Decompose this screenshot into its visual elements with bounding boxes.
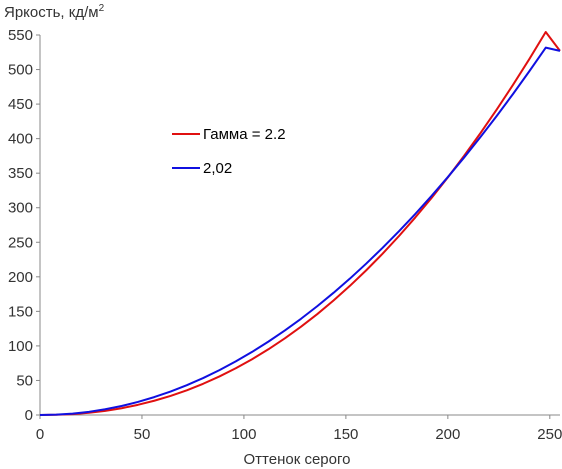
y-axis-title: Яркость, кд/м2 [4, 3, 105, 21]
y-tick-label: 550 [8, 27, 33, 44]
y-tick-label: 350 [8, 165, 33, 182]
y-tick-label: 100 [8, 338, 33, 355]
x-tick-label: 100 [231, 426, 256, 443]
y-tick-label: 0 [25, 407, 33, 424]
legend: Гамма = 2.2 2,02 [172, 126, 286, 177]
series-line-gamma [39, 31, 561, 416]
x-tick-label: 250 [537, 426, 562, 443]
y-tick-label: 250 [8, 234, 33, 251]
y-tick-label: 500 [8, 62, 33, 79]
series-layer [39, 31, 561, 416]
x-tick-label: 200 [435, 426, 460, 443]
series-line-202 [39, 46, 561, 416]
y-tick-label: 300 [8, 200, 33, 217]
y-tick-label: 450 [8, 96, 33, 113]
y-tick-label: 400 [8, 131, 33, 148]
y-tick-label: 200 [8, 269, 33, 286]
x-tick-label: 50 [134, 426, 151, 443]
y-axis-title-superscript: 2 [99, 3, 105, 14]
x-tick-label: 0 [36, 426, 44, 443]
y-tick-label: 150 [8, 303, 33, 320]
x-axis-title: Оттенок серого [244, 451, 351, 468]
plot-area: 0 50 100 150 200 250 300 350 400 450 500 550 0 50 100… [8, 27, 562, 443]
legend-label-gamma: Гамма = 2.2 [203, 126, 286, 143]
legend-label-202: 2,02 [203, 160, 232, 177]
y-axis-title-text: Яркость, кд/м [4, 4, 99, 21]
y-tick-label: 50 [16, 372, 33, 389]
x-ticks: 0 50 100 150 200 250 [36, 415, 562, 443]
x-tick-label: 150 [333, 426, 358, 443]
y-ticks: 0 50 100 150 200 250 300 350 400 450 500 550 [8, 27, 40, 424]
